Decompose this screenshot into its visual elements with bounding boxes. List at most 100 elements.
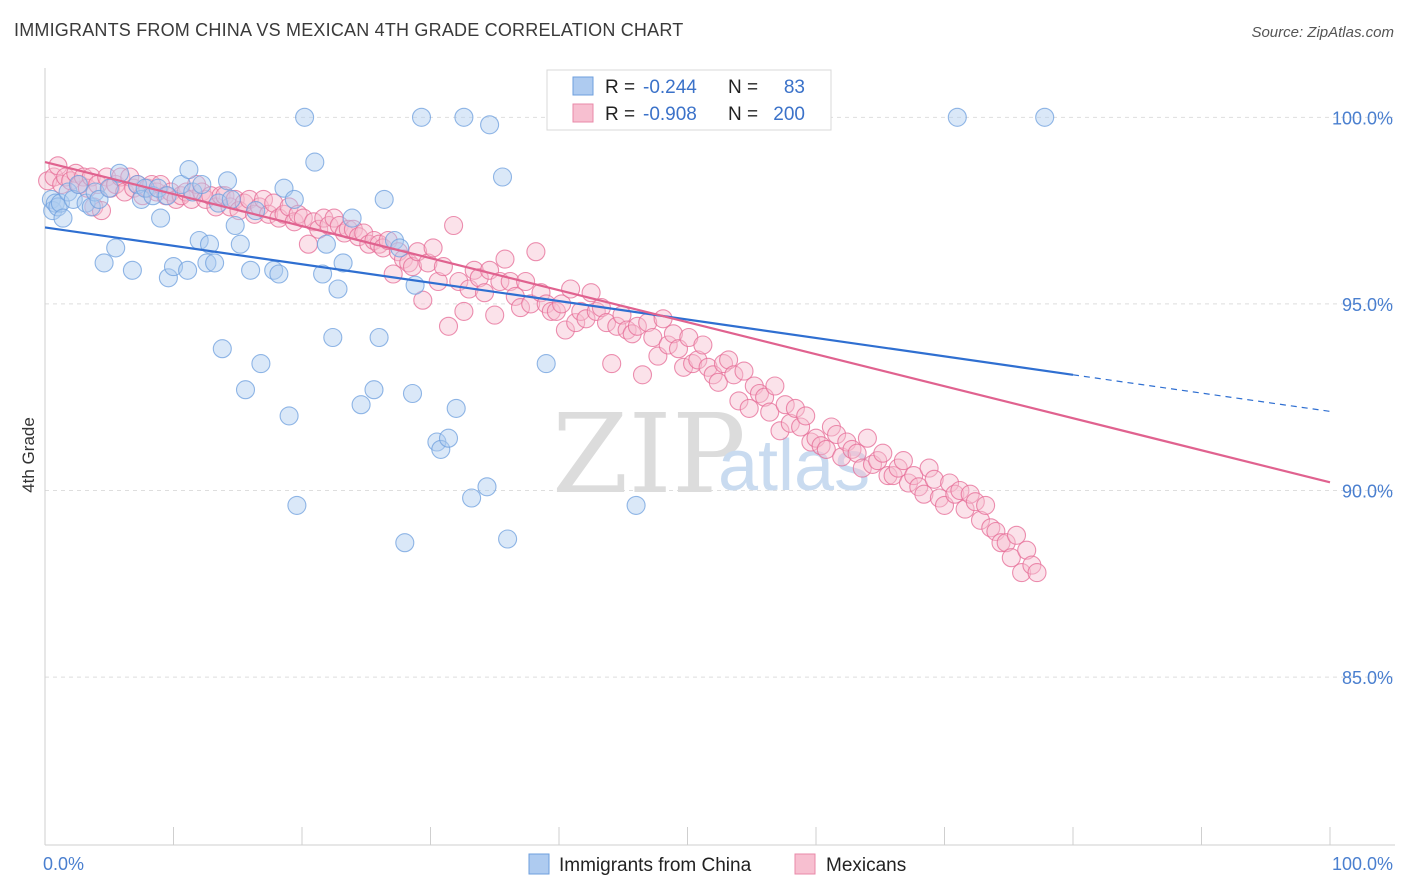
data-point xyxy=(413,290,433,310)
data-point xyxy=(734,361,754,381)
data-point xyxy=(919,458,939,478)
data-point xyxy=(904,466,924,486)
data-point xyxy=(192,174,212,195)
bottom-legend-label-mexicans: Mexicans xyxy=(826,855,906,876)
data-point xyxy=(632,365,653,385)
bottom-legend-label-china: Immigrants from China xyxy=(559,855,752,876)
data-point xyxy=(965,492,985,512)
data-point xyxy=(801,432,821,452)
data-point xyxy=(724,365,744,385)
data-point xyxy=(893,451,913,471)
data-point xyxy=(955,499,975,519)
data-point xyxy=(423,238,443,258)
data-point xyxy=(643,327,663,348)
data-point xyxy=(477,477,497,497)
data-points xyxy=(38,107,1055,583)
data-point xyxy=(122,260,142,280)
bottom-legend-swatch-china xyxy=(528,853,550,875)
data-point xyxy=(1035,107,1055,127)
data-point xyxy=(749,383,770,404)
data-point xyxy=(719,350,739,370)
data-point xyxy=(536,354,556,374)
data-point xyxy=(576,309,596,329)
data-point xyxy=(199,234,220,254)
y-tick-label: 100.0% xyxy=(1332,108,1393,128)
data-point xyxy=(197,253,217,273)
data-point xyxy=(402,257,423,277)
data-point xyxy=(602,354,622,374)
legend-r-label-china: R = xyxy=(605,77,635,98)
source-label: Source: ZipAtlas.com xyxy=(1251,24,1394,41)
data-point xyxy=(63,189,83,209)
data-point xyxy=(708,372,728,392)
axes xyxy=(44,68,1395,846)
legend-r-value-china: -0.244 xyxy=(643,77,697,98)
chart-title: IMMIGRANTS FROM CHINA VS MEXICAN 4TH GRA… xyxy=(14,20,684,40)
data-point xyxy=(411,107,432,127)
data-point xyxy=(221,189,241,209)
data-point xyxy=(498,529,518,549)
data-point xyxy=(693,335,713,355)
data-point xyxy=(816,439,836,459)
data-point xyxy=(775,395,795,415)
data-point xyxy=(178,260,198,280)
data-point xyxy=(438,316,459,336)
data-point xyxy=(688,350,708,370)
data-point xyxy=(295,107,315,127)
data-point xyxy=(91,201,112,221)
x-tick-label-max: 100.0% xyxy=(1332,854,1393,874)
data-point xyxy=(438,428,459,448)
data-point xyxy=(878,466,898,486)
data-point xyxy=(760,402,780,422)
data-point xyxy=(253,189,274,209)
data-point xyxy=(991,533,1011,553)
data-point xyxy=(1012,563,1032,583)
data-point xyxy=(981,518,1001,538)
trend-lines xyxy=(44,161,1331,484)
data-point xyxy=(53,208,73,228)
data-point xyxy=(485,305,505,325)
data-point xyxy=(739,398,759,418)
data-point xyxy=(374,189,394,209)
legend-swatch-china xyxy=(572,76,594,96)
legend-r-label-mexicans: R = xyxy=(605,104,635,125)
legend-n-label-mexicans: N = xyxy=(728,104,758,125)
bottom-legend: Immigrants from China Mexicans xyxy=(528,853,906,876)
data-point xyxy=(940,473,960,493)
data-point xyxy=(279,406,299,426)
data-point xyxy=(217,171,238,191)
data-point xyxy=(81,197,101,217)
data-point xyxy=(50,193,70,213)
data-point xyxy=(1006,525,1027,545)
data-point xyxy=(683,354,703,374)
data-point xyxy=(770,421,790,441)
data-point xyxy=(402,383,423,404)
data-point xyxy=(305,152,325,172)
trend-line-china-extension xyxy=(1072,374,1331,412)
data-point xyxy=(316,234,336,254)
data-point xyxy=(811,436,831,456)
data-point xyxy=(852,458,872,478)
data-point xyxy=(785,398,805,418)
bottom-legend-swatch-mexicans xyxy=(794,853,816,875)
data-point xyxy=(230,234,250,254)
legend-r-value-mexicans: -0.908 xyxy=(643,104,697,125)
y-tick-labels: 85.0% 90.0% 95.0% 100.0% xyxy=(1332,108,1393,688)
data-point xyxy=(351,395,371,415)
data-point xyxy=(950,480,970,501)
data-point xyxy=(945,484,965,504)
data-point xyxy=(205,253,225,273)
data-point xyxy=(480,115,500,135)
data-point xyxy=(163,257,184,277)
data-point xyxy=(446,398,466,418)
data-point xyxy=(94,253,114,273)
data-point xyxy=(151,208,171,228)
data-point xyxy=(212,339,232,359)
y-tick-label: 85.0% xyxy=(1342,668,1393,688)
data-point xyxy=(1001,548,1021,568)
data-point xyxy=(323,327,343,348)
data-point xyxy=(541,301,561,321)
data-point xyxy=(474,283,495,303)
data-point xyxy=(791,417,811,437)
legend: R = -0.244 N = 83 R = -0.908 N = 200 xyxy=(546,69,832,131)
